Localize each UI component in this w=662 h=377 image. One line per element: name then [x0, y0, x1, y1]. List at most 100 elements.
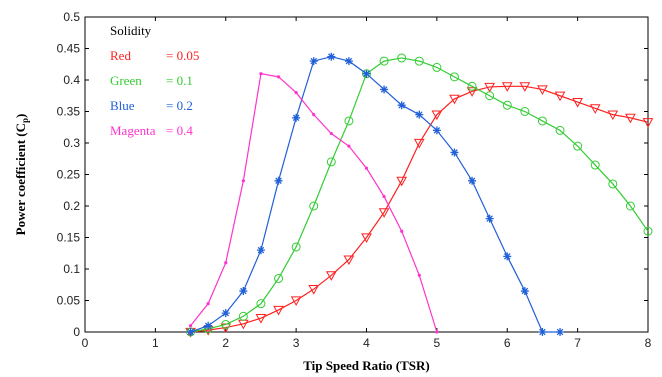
legend-entry-value: = 0.05 [166, 48, 199, 63]
x-tick-label: 1 [152, 336, 159, 350]
data-point-triangle [466, 87, 478, 97]
x-axis-title: Tip Speed Ratio (TSR) [303, 358, 430, 373]
x-tick-label: 0 [82, 336, 89, 350]
y-axis-title-close: ) [13, 114, 28, 118]
data-point-circle [238, 311, 248, 321]
data-point-triangle [308, 285, 320, 295]
data-point-circle [291, 242, 301, 252]
data-point-triangle [607, 110, 619, 121]
y-tick-label: 0.5 [63, 10, 80, 24]
data-point-dot [276, 75, 281, 79]
legend: Solidity Red = 0.05 Green = 0.1 Blue = 0.2 Mage… [110, 23, 199, 138]
data-point-dot [329, 131, 333, 136]
data-point-triangle [449, 94, 460, 105]
data-point-triangle [396, 176, 408, 187]
y-tick-label: 0.3 [63, 136, 80, 150]
y-tick-label: 0.2 [63, 199, 80, 213]
data-point-circle [502, 100, 512, 110]
data-point-circle [520, 107, 530, 116]
data-point-circle [309, 201, 319, 211]
data-point-star [450, 148, 459, 157]
data-point-circle [485, 91, 495, 101]
data-point-circle [449, 72, 459, 82]
y-tick-label: 0.4 [63, 73, 80, 87]
series-line-green [190, 57, 649, 333]
data-point-circle [625, 201, 635, 211]
data-point-star [204, 321, 213, 330]
data-point-triangle [589, 104, 601, 114]
data-point-circle [256, 299, 266, 309]
data-point-circle [274, 273, 284, 283]
legend-entry-value: = 0.1 [166, 73, 193, 88]
axes: 0 1 2 3 4 5 6 7 8 0 0.05 0.1 0.15 0.2 0.25 0.3 0.35 0.4 0.… [57, 10, 652, 350]
data-point-triangle [519, 82, 531, 92]
data-point-star [397, 101, 406, 110]
data-point-star [292, 113, 301, 122]
legend-entry-value: = 0.2 [166, 98, 193, 113]
data-point-triangle [625, 113, 636, 124]
data-point-star [520, 287, 529, 296]
data-point-star [221, 309, 230, 318]
data-point-dot [400, 229, 404, 233]
data-point-triangle [413, 138, 425, 149]
data-point-star [239, 287, 248, 296]
data-point-circle [555, 125, 565, 135]
legend-entry-name: Green [110, 73, 142, 88]
data-point-circle [573, 141, 583, 151]
data-point-circle [467, 81, 477, 91]
x-tick-label: 8 [645, 336, 652, 350]
series-line-red [190, 85, 649, 333]
y-tick-label: 0.15 [57, 231, 81, 245]
data-point-star [432, 126, 441, 135]
x-tick-label: 7 [574, 336, 581, 350]
data-point-star [503, 252, 512, 261]
y-tick-label: 0.05 [57, 294, 81, 308]
data-point-triangle [378, 208, 390, 218]
data-point-triangle [325, 271, 337, 281]
data-point-circle [590, 160, 600, 170]
y-axis-title-main: Power coefficient (C [13, 123, 28, 235]
data-point-star [485, 214, 494, 223]
data-point-triangle [537, 85, 548, 95]
data-point-triangle [273, 305, 284, 316]
data-point-circle [608, 179, 618, 189]
data-point-circle [397, 53, 407, 63]
data-point-triangle [431, 110, 443, 121]
data-point-dot [312, 113, 316, 117]
y-tick-label: 0.1 [63, 262, 80, 276]
plot-frame [84, 16, 649, 333]
data-point-triangle [572, 97, 583, 108]
data-point-dot [417, 273, 421, 277]
y-tick-label: 0.35 [57, 105, 81, 119]
data-point-triangle [343, 255, 355, 266]
legend-entry-name: Magenta [110, 123, 156, 138]
legend-title: Solidity [110, 23, 152, 38]
series-line-blue [190, 56, 561, 333]
data-point-circle [537, 116, 547, 126]
data-point-star [309, 57, 318, 66]
y-axis-title-sub: p [20, 118, 30, 123]
x-tick-label: 4 [363, 336, 370, 350]
data-point-dot [435, 330, 439, 334]
data-point-circle [643, 226, 653, 236]
data-point-dot [294, 91, 298, 95]
data-point-star [274, 176, 283, 185]
data-point-star [538, 328, 547, 336]
data-point-star [468, 176, 477, 185]
data-point-dot [347, 144, 351, 148]
data-point-circle [344, 116, 354, 126]
data-point-triangle [255, 314, 267, 324]
data-point-circle [221, 319, 231, 329]
x-tick-label: 5 [434, 336, 441, 350]
x-tick-label: 3 [293, 336, 300, 350]
data-point-star [362, 69, 371, 78]
x-tick-label: 6 [504, 336, 511, 350]
data-point-triangle [484, 82, 496, 93]
data-point-triangle [361, 233, 372, 244]
data-point-star [186, 328, 195, 336]
data-point-star [415, 110, 424, 119]
legend-entry-value: = 0.4 [166, 123, 193, 138]
series-red [185, 82, 654, 338]
x-tick-label: 2 [222, 336, 229, 350]
